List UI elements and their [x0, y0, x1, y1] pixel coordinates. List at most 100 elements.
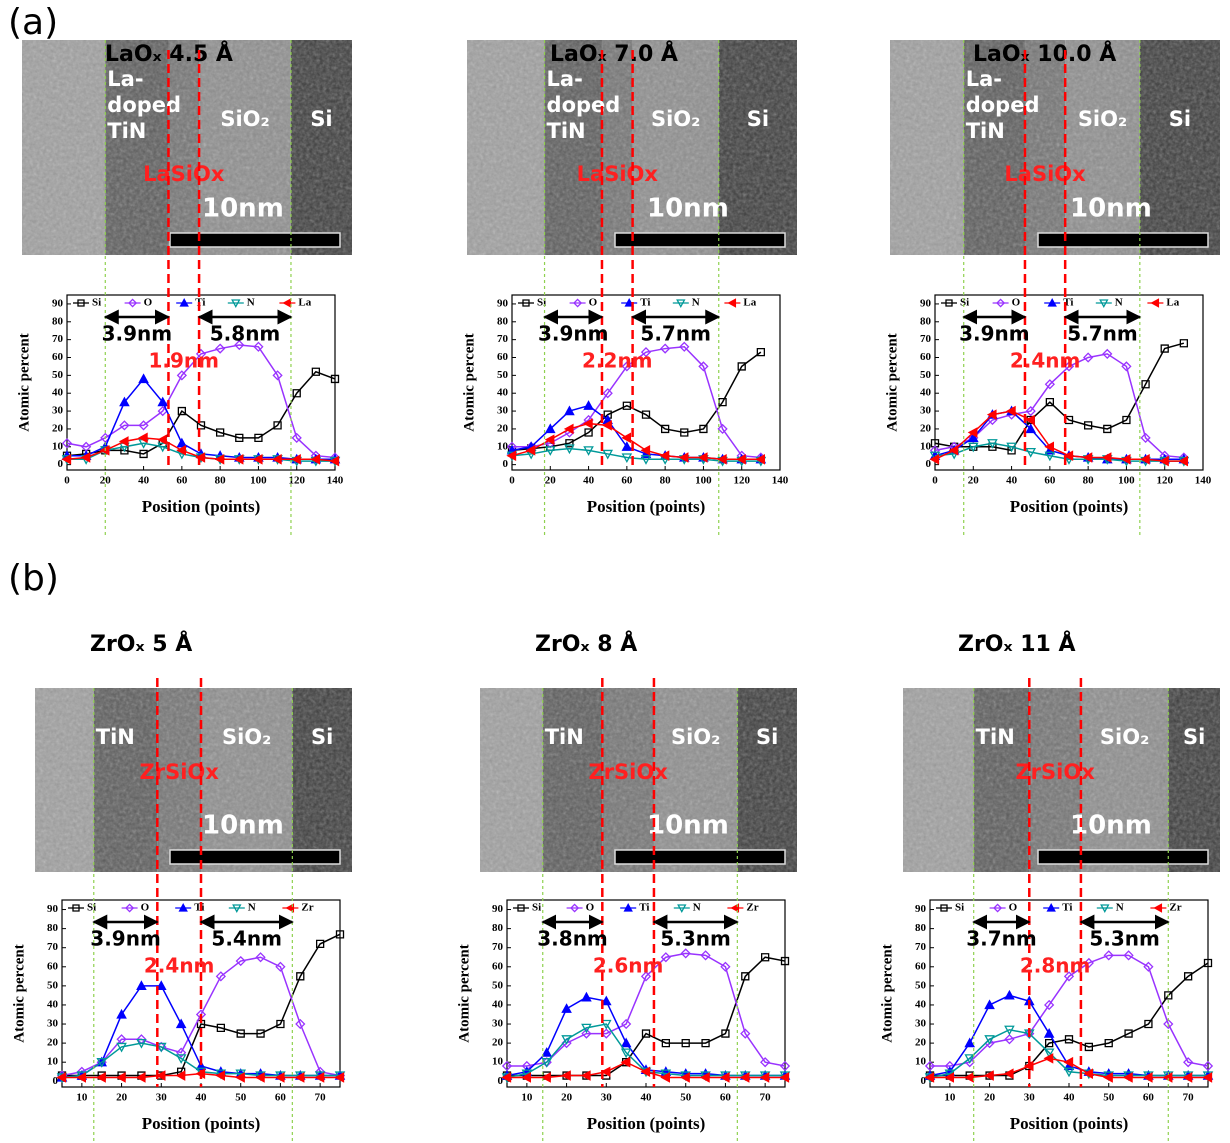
tem-label: La- — [107, 67, 143, 91]
x-tick-label: 60 — [176, 475, 188, 487]
data-point — [119, 396, 130, 407]
tem-label: Si — [311, 725, 333, 749]
y-axis-label: Atomic percent — [884, 333, 900, 431]
data-point — [214, 453, 225, 465]
data-point — [61, 453, 72, 465]
data-point — [561, 1035, 572, 1045]
legend-label: N — [1116, 902, 1124, 914]
tem-texture — [903, 688, 1220, 872]
data-point — [701, 1038, 710, 1048]
data-point — [621, 432, 632, 444]
y-tick-label: 90 — [915, 903, 927, 915]
tem-label: TiN — [545, 725, 584, 749]
panel-title: LaOₓ 10.0 Å — [973, 41, 1116, 67]
data-point — [61, 438, 73, 449]
tem-texture — [35, 688, 352, 872]
y-tick-label: 90 — [920, 297, 932, 309]
data-point — [1043, 1028, 1055, 1038]
y-tick-label: 10 — [915, 1056, 927, 1068]
series-line — [62, 933, 341, 1077]
data-point — [1025, 423, 1037, 434]
data-point — [215, 1070, 226, 1081]
data-point — [641, 1029, 651, 1038]
data-point — [155, 1042, 167, 1053]
legend-label: Si — [92, 297, 101, 309]
data-point — [759, 1072, 770, 1083]
data-point — [697, 452, 708, 463]
interlayer-width-label: 2.6nm — [593, 954, 664, 978]
tem-label: Si — [1169, 107, 1191, 131]
y-tick-label: 70 — [497, 333, 509, 345]
interlayer-width-label: 2.2nm — [582, 349, 653, 373]
data-point — [1104, 1038, 1113, 1048]
data-point — [964, 1072, 974, 1083]
data-point — [1003, 1068, 1014, 1079]
data-point — [1142, 1072, 1153, 1083]
scale-label: 10nm — [202, 811, 284, 841]
tem-label: TiN — [107, 119, 146, 143]
data-point — [544, 434, 555, 445]
x-tick-label: 140 — [327, 475, 344, 487]
x-tick-label: 10 — [944, 1092, 956, 1104]
data-point — [253, 341, 264, 352]
data-point — [621, 1018, 632, 1030]
data-point — [96, 1072, 106, 1083]
data-point — [719, 1072, 730, 1083]
legend-label: N — [693, 902, 701, 914]
y-tick-label: 10 — [497, 440, 509, 452]
data-point — [1045, 397, 1055, 407]
data-point — [967, 442, 979, 453]
legend-label: O — [144, 297, 153, 309]
data-point — [1102, 348, 1113, 360]
y-tick-label: 90 — [47, 903, 59, 915]
tem-texture — [480, 688, 797, 872]
series-line — [930, 954, 1209, 1067]
data-point — [640, 445, 651, 456]
x-axis-label: Position (points) — [1010, 497, 1129, 516]
data-point — [118, 436, 129, 447]
tem-label: SiO₂ — [671, 725, 720, 749]
data-point — [1140, 453, 1150, 465]
data-point — [620, 1056, 631, 1068]
x-axis-label: Position (points) — [1010, 1114, 1129, 1133]
data-point — [1004, 1034, 1015, 1045]
legend-label: Ti — [639, 902, 649, 914]
data-point — [984, 1070, 994, 1081]
tem-label: doped — [966, 93, 1040, 117]
data-point — [1004, 1025, 1015, 1036]
data-point — [1101, 452, 1112, 463]
x-tick-label: 80 — [1083, 475, 1095, 487]
y-axis-label: Atomic percent — [16, 333, 32, 431]
legend-label: Ti — [640, 297, 650, 309]
data-point — [659, 450, 670, 462]
data-point — [273, 421, 282, 430]
data-point — [215, 971, 226, 982]
legend-symbol — [1046, 903, 1056, 912]
legend-label: Zr — [746, 902, 758, 914]
data-point — [291, 432, 302, 443]
legend-label: Ti — [1062, 902, 1072, 914]
x-tick-label: 40 — [1064, 1092, 1076, 1104]
y-tick-label: 20 — [47, 1037, 59, 1049]
data-point — [541, 1047, 553, 1057]
width-label: 5.3nm — [1089, 927, 1160, 951]
x-tick-label: 40 — [641, 1092, 653, 1104]
data-point — [1179, 339, 1189, 348]
data-point — [116, 1008, 127, 1019]
data-point — [275, 961, 286, 972]
data-point — [501, 1072, 512, 1083]
data-point — [760, 953, 770, 962]
y-tick-label: 90 — [497, 297, 509, 309]
y-tick-label: 50 — [915, 979, 927, 991]
x-tick-label: 70 — [1183, 1092, 1195, 1104]
legend-symbol — [517, 904, 525, 912]
data-point — [698, 361, 709, 372]
y-tick-label: 20 — [52, 422, 64, 434]
interlayer-width-label: 1.9nm — [149, 349, 220, 373]
data-point — [602, 449, 614, 460]
x-tick-label: 140 — [772, 475, 789, 487]
data-point — [1043, 1053, 1054, 1064]
tem-label: TiN — [96, 725, 135, 749]
legend-symbol — [232, 904, 242, 913]
data-point — [1043, 1048, 1055, 1059]
